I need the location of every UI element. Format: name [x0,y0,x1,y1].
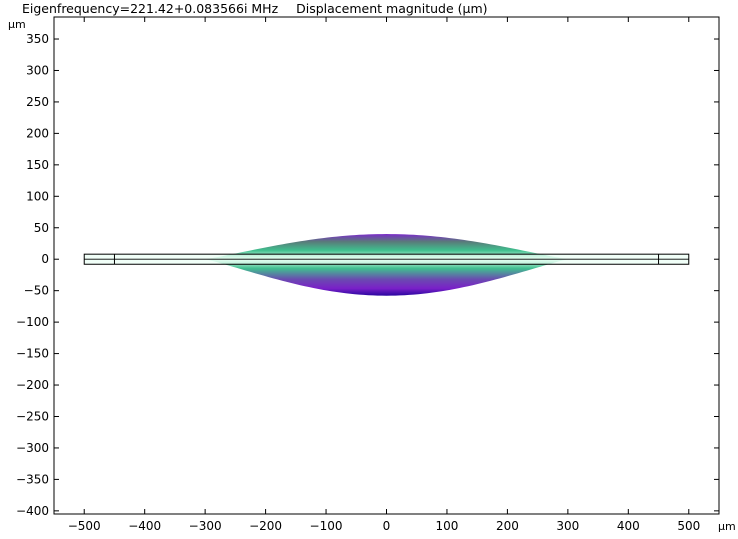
y-tick-label: 350 [26,32,49,46]
x-tick-label: 500 [677,519,700,533]
x-tick-label: 200 [496,519,519,533]
beam-geometry [83,253,690,265]
y-tick-label: 0 [41,252,49,266]
x-tick-label: 400 [617,519,640,533]
y-tick-label: 300 [26,63,49,77]
y-tick-label: 250 [26,95,49,109]
shape-upper-half [205,234,568,260]
plot-title: Eigenfrequency=221.42+0.083566i MHz Disp… [22,1,488,16]
y-tick-label: −300 [16,441,49,455]
y-tick-label: −250 [16,409,49,423]
deformed-shape [205,234,568,296]
x-axis-unit: μm [718,520,736,533]
eigenfrequency-label: Eigenfrequency=221.42+0.083566i MHz [22,1,279,16]
y-tick-label: −50 [24,284,49,298]
y-tick-label: −150 [16,347,49,361]
x-axis-ticks: −500 −400 −300 −200 −100 0 100 200 300 400 500 [68,17,700,533]
shape-lower-half [205,259,568,296]
y-tick-label: −100 [16,315,49,329]
x-tick-label: −500 [68,519,101,533]
x-tick-label: −200 [249,519,282,533]
expression-label: Displacement magnitude (μm) [296,1,487,16]
x-tick-label: 0 [383,519,391,533]
x-tick-label: −100 [310,519,343,533]
y-tick-label: 50 [34,221,49,235]
y-axis-ticks: 350 300 250 200 150 100 50 0 −50 −100 −150 −200 −250… [16,32,719,518]
x-tick-label: 300 [556,519,579,533]
y-axis-unit: μm [8,18,26,31]
y-tick-label: −400 [16,504,49,518]
y-tick-label: 200 [26,126,49,140]
x-tick-label: 100 [436,519,459,533]
y-tick-label: −350 [16,472,49,486]
y-tick-label: 100 [26,189,49,203]
x-tick-label: −300 [189,519,222,533]
y-tick-label: −200 [16,378,49,392]
y-tick-label: 150 [26,158,49,172]
x-tick-label: −400 [128,519,161,533]
